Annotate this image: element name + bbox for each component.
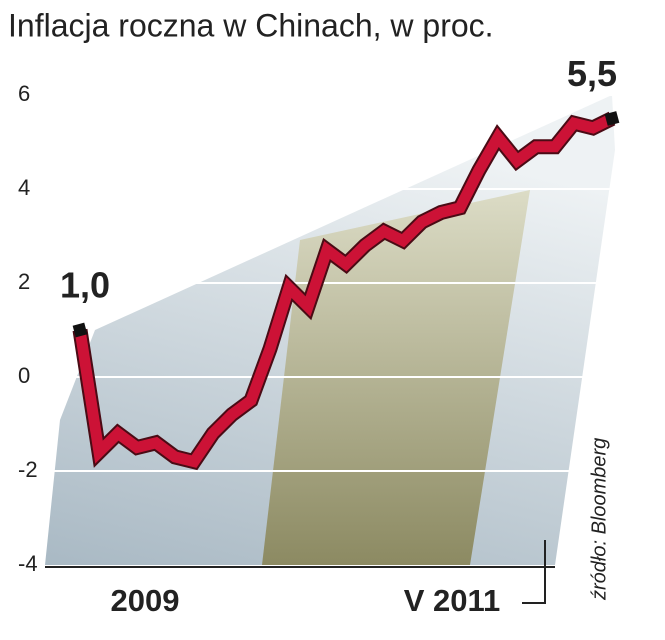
value-label: 5,5 [567,53,617,94]
y-tick-label: 2 [18,269,30,294]
line [74,113,615,468]
y-tick-label: 4 [18,175,30,200]
x-tick-label: V 2011 [404,583,501,618]
end-marker [604,111,620,126]
x-tick-label: 2009 [111,583,180,618]
chart-title: Inflacja roczna w Chinach, w proc. [8,7,494,43]
source: źródło: Bloomberg [588,438,610,601]
y-tick-label: 0 [18,363,30,388]
y-tick-label: -4 [18,551,38,576]
y-tick-label: -2 [18,457,38,482]
y-tick-label: 6 [18,81,30,106]
end-marker [72,322,88,338]
label-leader [522,540,546,604]
value-label: 1,0 [60,265,110,306]
